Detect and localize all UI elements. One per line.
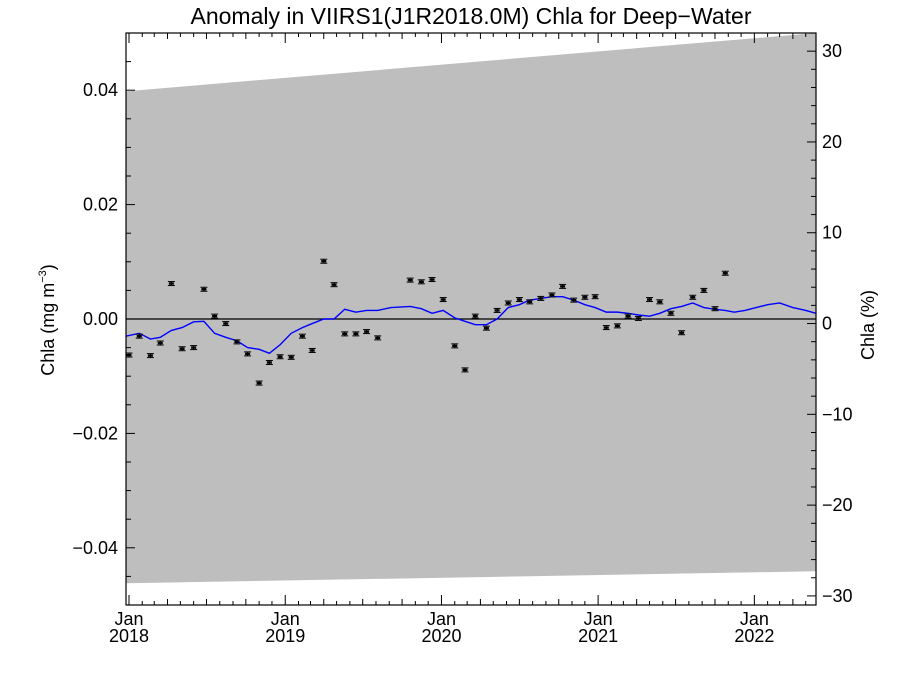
band-area: [126, 33, 816, 584]
data-point: [178, 346, 186, 352]
data-point: [330, 282, 338, 288]
right-tick-label: 0: [822, 314, 832, 334]
data-point: [417, 279, 425, 285]
data-point: [678, 330, 686, 336]
data-point: [244, 351, 252, 357]
data-point: [374, 335, 382, 341]
data-points: [125, 258, 729, 386]
data-point: [581, 294, 589, 300]
x-tick-year: 2019: [265, 626, 305, 646]
data-point: [537, 295, 545, 301]
left-tick-label: 0.02: [83, 195, 118, 215]
data-point: [156, 340, 164, 346]
data-point: [146, 353, 154, 359]
x-tick-month: Jan: [740, 609, 769, 629]
data-point: [451, 343, 459, 349]
data-point: [559, 283, 567, 289]
data-point: [602, 325, 610, 331]
data-point: [406, 277, 414, 283]
right-y-axis: 30 20 10 0 −10 −20 −30: [807, 41, 853, 606]
data-point: [265, 359, 273, 365]
x-tick-year: 2020: [421, 626, 461, 646]
data-point: [656, 299, 664, 305]
data-point: [167, 281, 175, 287]
left-tick-label: −0.04: [72, 538, 118, 558]
x-tick-year: 2021: [578, 626, 618, 646]
x-tick-month: Jan: [427, 609, 456, 629]
data-point: [428, 277, 436, 283]
right-axis-label: Chla (%): [858, 290, 878, 360]
right-tick-label: 20: [822, 132, 842, 152]
data-point: [287, 354, 295, 360]
chart-title: Anomaly in VIIRS1(J1R2018.0M) Chla for D…: [191, 3, 752, 29]
data-point: [548, 292, 556, 298]
data-point: [461, 367, 469, 373]
data-point: [526, 299, 534, 305]
data-point: [482, 325, 490, 331]
data-point: [352, 331, 360, 337]
data-point: [135, 333, 143, 339]
right-tick-label: −20: [822, 495, 853, 515]
data-point: [634, 315, 642, 321]
data-point: [711, 306, 719, 312]
data-point: [439, 297, 447, 303]
data-point: [125, 352, 133, 358]
data-point: [689, 294, 697, 300]
data-point: [320, 258, 328, 264]
x-tick-year: 2018: [109, 626, 149, 646]
data-point: [211, 313, 219, 319]
left-y-axis: 0.04 0.02 0.00 −0.02 −0.04: [72, 61, 135, 577]
data-point: [222, 321, 230, 327]
x-tick-year: 2022: [734, 626, 774, 646]
right-tick-label: 10: [822, 223, 842, 243]
right-tick-label: −10: [822, 404, 853, 424]
x-tick-month: Jan: [584, 609, 613, 629]
data-point: [471, 313, 479, 319]
data-point: [493, 307, 501, 313]
data-point: [341, 331, 349, 337]
uncertainty-band: [126, 33, 816, 584]
x-tick-month: Jan: [114, 609, 143, 629]
right-tick-label: −30: [822, 586, 853, 606]
data-point: [255, 380, 263, 386]
trend-line: [125, 295, 817, 355]
trend-line-series: [125, 295, 817, 355]
left-tick-label: −0.02: [72, 423, 118, 443]
left-axis-label: Chla (mg m−3): [37, 264, 58, 376]
data-point: [721, 270, 729, 276]
left-tick-label: 0.00: [83, 309, 118, 329]
right-tick-label: 30: [822, 41, 842, 61]
data-point: [276, 354, 284, 360]
data-point: [363, 329, 371, 335]
data-point: [298, 333, 306, 339]
data-point: [624, 313, 632, 319]
left-tick-label: 0.04: [83, 80, 118, 100]
data-point: [233, 339, 241, 345]
data-point: [504, 300, 512, 306]
data-point: [570, 297, 578, 303]
data-point: [700, 287, 708, 293]
data-point: [200, 286, 208, 292]
data-point: [591, 294, 599, 300]
data-point: [645, 297, 653, 303]
data-point: [667, 310, 675, 316]
data-point: [613, 323, 621, 329]
x-tick-month: Jan: [271, 609, 300, 629]
data-point: [190, 345, 198, 351]
data-point: [308, 347, 316, 353]
data-point: [515, 297, 523, 303]
